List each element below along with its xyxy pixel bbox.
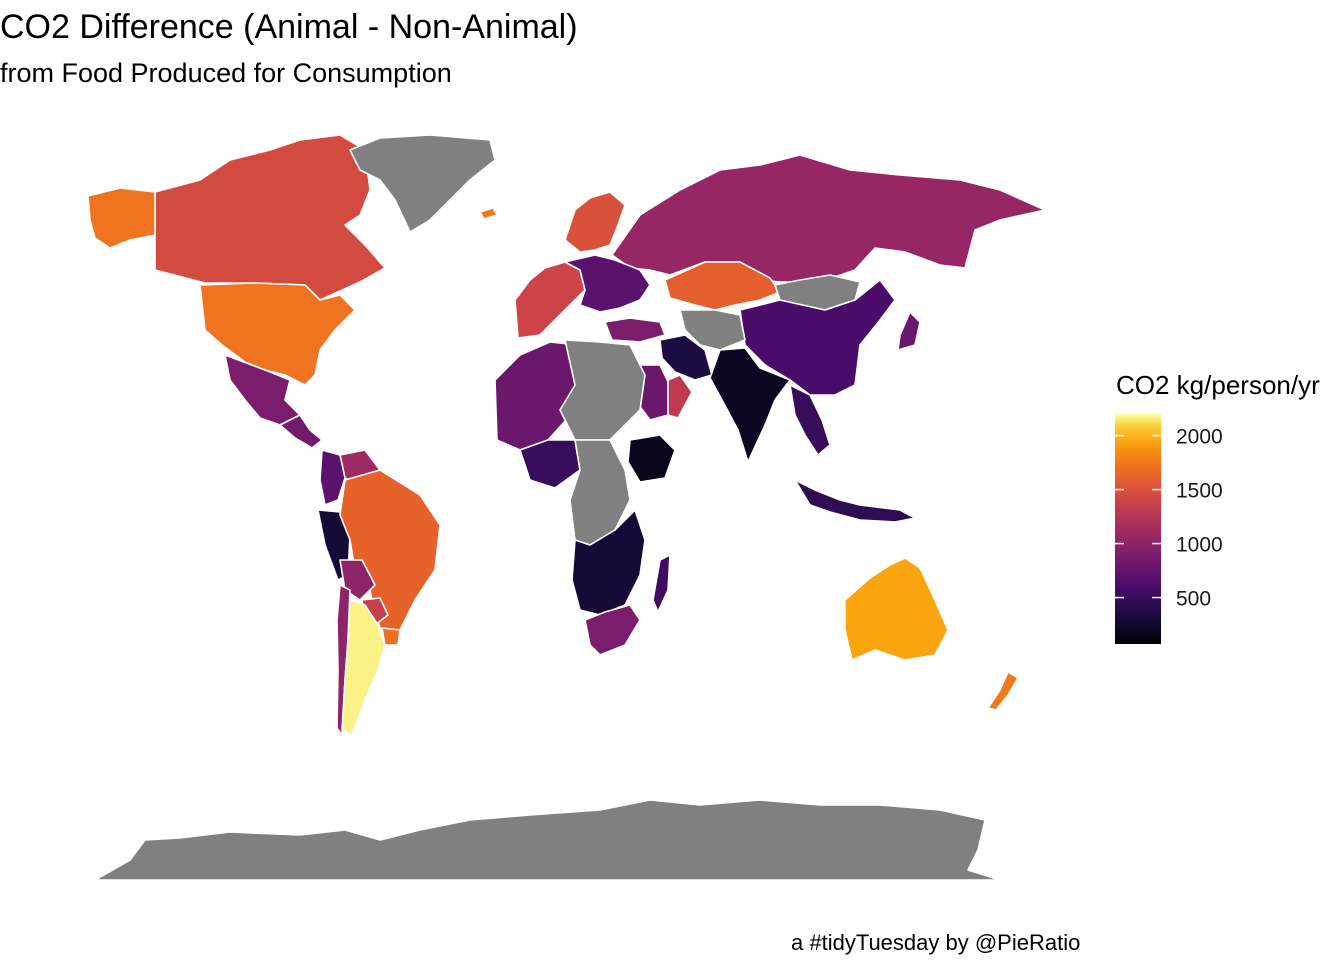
legend-title: CO2 kg/person/yr bbox=[1116, 370, 1320, 400]
region-iran bbox=[659, 334, 713, 381]
legend-color-bar bbox=[1115, 414, 1161, 644]
region-china bbox=[739, 279, 896, 396]
region-eastern-europe bbox=[564, 254, 651, 313]
region-madagascar bbox=[652, 554, 671, 613]
region-alaska bbox=[87, 187, 156, 249]
caption: a #tidyTuesday by @PieRatio bbox=[791, 930, 1081, 955]
region-ethiopia bbox=[627, 434, 676, 483]
region-argentina bbox=[341, 599, 386, 736]
region-southeast-asia bbox=[789, 384, 831, 456]
region-japan bbox=[897, 311, 921, 351]
legend-tick-label: 1500 bbox=[1176, 480, 1223, 503]
region-iceland bbox=[479, 207, 498, 220]
region-uruguay bbox=[381, 627, 401, 646]
region-south-africa bbox=[584, 604, 641, 656]
region-kazakhstan bbox=[664, 261, 781, 311]
legend-tick-label: 500 bbox=[1176, 588, 1211, 611]
region-colombia bbox=[319, 449, 346, 506]
region-india bbox=[709, 347, 791, 463]
region-canada bbox=[154, 134, 386, 301]
region-southern-africa bbox=[571, 509, 646, 616]
chart-title: CO2 Difference (Animal - Non-Animal) bbox=[0, 8, 578, 46]
color-legend: 2000 1500 1000 500 bbox=[1115, 414, 1223, 644]
region-sahara bbox=[559, 339, 646, 441]
region-antarctica bbox=[94, 799, 1001, 881]
region-nigeria bbox=[519, 439, 581, 489]
region-australia bbox=[844, 557, 949, 661]
legend-tick-label: 2000 bbox=[1176, 426, 1223, 449]
region-central-america bbox=[279, 414, 323, 449]
region-usa bbox=[199, 282, 356, 386]
region-central-asia bbox=[679, 309, 746, 351]
region-new-zealand bbox=[987, 671, 1019, 711]
region-indonesia bbox=[794, 479, 916, 523]
region-greenland bbox=[349, 134, 496, 233]
legend-tick-label: 1000 bbox=[1176, 534, 1223, 557]
region-western-europe bbox=[514, 261, 586, 339]
chart-subtitle: from Food Produced for Consumption bbox=[0, 58, 452, 88]
region-russia bbox=[611, 154, 1046, 283]
region-turkey bbox=[604, 317, 666, 343]
region-scandinavia bbox=[564, 191, 626, 253]
region-oman bbox=[667, 374, 693, 419]
